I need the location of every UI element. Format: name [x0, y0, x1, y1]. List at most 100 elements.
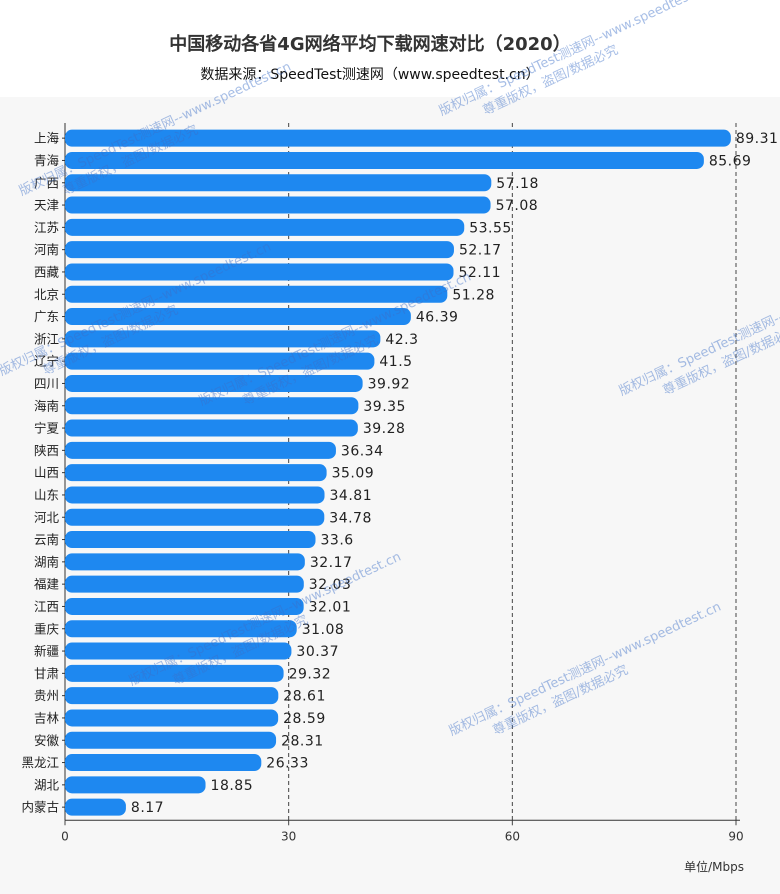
- value-label: 57.18: [496, 176, 539, 192]
- bar: [65, 553, 305, 571]
- category-label: 山东: [34, 487, 59, 502]
- bar: [65, 754, 262, 772]
- value-label: 53.55: [469, 220, 512, 236]
- value-label: 52.17: [459, 243, 502, 259]
- category-label: 贵州: [34, 688, 59, 703]
- category-label: 福建: [34, 577, 60, 592]
- category-label: 上海: [34, 131, 60, 146]
- category-label: 湖北: [34, 777, 60, 792]
- bar: [65, 709, 279, 727]
- category-label: 广东: [34, 309, 59, 324]
- bar: [65, 776, 206, 794]
- unit-label: 单位/Mbps: [684, 860, 744, 874]
- category-label: 河北: [34, 510, 60, 525]
- bar: [65, 687, 279, 705]
- value-label: 52.11: [459, 265, 502, 281]
- value-label: 30.37: [296, 644, 339, 660]
- value-label: 34.81: [330, 488, 373, 504]
- bar: [65, 196, 491, 214]
- bar: [65, 575, 304, 593]
- x-tick-label: 90: [728, 829, 743, 843]
- bar: [65, 129, 731, 147]
- value-label: 32.03: [309, 577, 352, 593]
- category-label: 陕西: [34, 443, 59, 458]
- bar: [65, 285, 448, 303]
- value-label: 29.32: [289, 666, 332, 682]
- category-label: 西藏: [34, 264, 60, 279]
- category-label: 海南: [34, 398, 59, 413]
- value-label: 35.09: [332, 466, 375, 482]
- value-label: 31.08: [302, 622, 345, 638]
- bar: [65, 486, 325, 504]
- bar: [65, 664, 284, 682]
- category-label: 内蒙古: [21, 800, 59, 815]
- category-label: 江苏: [34, 220, 59, 235]
- bar: [65, 464, 327, 482]
- value-label: 28.59: [283, 711, 326, 727]
- value-label: 46.39: [416, 310, 459, 326]
- category-label: 甘肃: [34, 666, 59, 681]
- category-label: 山西: [34, 465, 59, 480]
- value-label: 51.28: [452, 287, 495, 303]
- bar: [65, 241, 454, 259]
- bar: [65, 352, 375, 370]
- value-label: 32.01: [309, 599, 352, 615]
- bar: [65, 597, 304, 615]
- category-label: 吉林: [34, 710, 60, 725]
- category-label: 重庆: [34, 621, 60, 636]
- value-label: 26.33: [266, 756, 309, 772]
- category-label: 广西: [34, 175, 59, 190]
- value-label: 42.3: [385, 332, 418, 348]
- bar: [65, 263, 454, 281]
- bar: [65, 374, 363, 392]
- bar: [65, 330, 381, 348]
- category-label: 湖南: [34, 554, 59, 569]
- value-label: 41.5: [379, 354, 412, 370]
- bar: [65, 419, 358, 437]
- chart-subtitle: 数据来源：SpeedTest测速网（www.speedtest.cn）: [200, 67, 540, 83]
- bar: [65, 731, 277, 749]
- value-label: 39.28: [363, 421, 406, 437]
- value-label: 32.17: [310, 555, 353, 571]
- bar: [65, 441, 336, 459]
- category-label: 北京: [34, 287, 59, 302]
- value-label: 39.35: [363, 399, 406, 415]
- bar: [65, 620, 297, 638]
- category-label: 青海: [34, 153, 60, 168]
- value-label: 8.17: [131, 800, 164, 816]
- bar: [65, 798, 126, 816]
- bar: [65, 174, 492, 192]
- x-tick-label: 60: [505, 829, 520, 843]
- bar: [65, 151, 704, 169]
- value-label: 85.69: [709, 153, 752, 169]
- bar: [65, 531, 316, 549]
- category-label: 天津: [34, 198, 59, 213]
- bar: [65, 308, 411, 326]
- category-label: 四川: [34, 376, 59, 391]
- bar: [65, 218, 465, 236]
- value-label: 89.31: [736, 131, 779, 147]
- value-label: 39.92: [368, 376, 411, 392]
- value-label: 33.6: [321, 533, 354, 549]
- category-label: 云南: [34, 532, 59, 547]
- category-label: 河南: [34, 242, 59, 257]
- value-label: 18.85: [211, 778, 254, 794]
- value-label: 36.34: [341, 443, 384, 459]
- category-label: 江西: [34, 599, 59, 614]
- x-tick-label: 30: [281, 829, 296, 843]
- value-label: 34.78: [329, 510, 372, 526]
- value-label: 57.08: [496, 198, 539, 214]
- x-tick-label: 0: [61, 829, 69, 843]
- category-label: 安徽: [34, 733, 60, 748]
- bar: [65, 642, 292, 660]
- category-label: 宁夏: [34, 421, 60, 436]
- category-label: 新疆: [34, 644, 59, 659]
- bar: [65, 508, 325, 526]
- category-label: 辽宁: [34, 354, 59, 369]
- category-label: 黑龙江: [21, 755, 59, 770]
- bar: [65, 397, 359, 415]
- value-label: 28.31: [281, 733, 324, 749]
- category-label: 浙江: [34, 331, 59, 346]
- value-label: 28.61: [283, 689, 326, 705]
